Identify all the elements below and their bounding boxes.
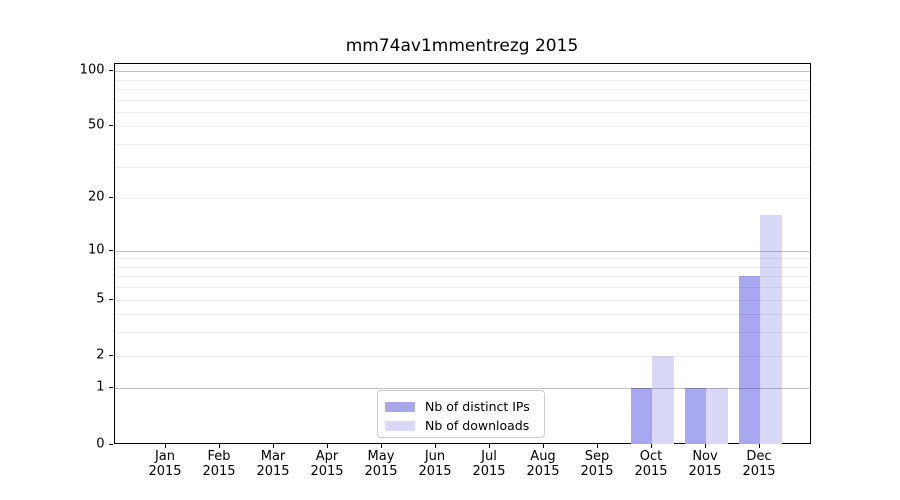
- legend-label-distinct-ips: Nb of distinct IPs: [425, 399, 530, 414]
- x-tick-label: Jul 2015: [472, 449, 506, 479]
- x-tick-mark: [273, 443, 274, 448]
- plot-area: [113, 62, 811, 445]
- gridline-minor: [114, 88, 810, 90]
- gridline-minor: [114, 266, 810, 268]
- gridline-minor: [114, 258, 810, 260]
- legend-label-downloads: Nb of downloads: [425, 418, 530, 433]
- y-tick-mark: [109, 125, 113, 127]
- x-tick-mark: [705, 443, 706, 448]
- y-tick-label: 5: [96, 291, 105, 307]
- bar-distinct-ips: [630, 388, 652, 445]
- gridline-minor: [114, 314, 810, 316]
- legend-row-distinct-ips: Nb of distinct IPs: [385, 397, 536, 416]
- legend-swatch-distinct-ips: [385, 401, 415, 412]
- gridline-minor: [114, 166, 810, 168]
- gridline-minor: [114, 111, 810, 113]
- gridline-major: [114, 250, 810, 252]
- y-tick-label: 1: [96, 379, 105, 395]
- x-tick-label: Oct 2015: [634, 449, 668, 479]
- legend: Nb of distinct IPs Nb of downloads: [377, 390, 545, 438]
- x-tick-label: Feb 2015: [202, 449, 236, 479]
- chart-title: mm74av1mmentrezg 2015: [345, 36, 579, 56]
- x-tick-mark: [543, 443, 544, 448]
- y-tick-mark: [109, 298, 113, 300]
- bar-downloads: [706, 388, 728, 445]
- gridline-minor: [114, 332, 810, 334]
- gridline-minor: [114, 276, 810, 278]
- gridline-major: [114, 71, 810, 73]
- gridline-minor: [114, 355, 810, 357]
- gridline-minor: [114, 198, 810, 200]
- x-tick-mark: [489, 443, 490, 448]
- x-tick-label: Sep 2015: [580, 449, 614, 479]
- gridline-minor: [114, 144, 810, 146]
- x-tick-mark: [435, 443, 436, 448]
- x-tick-mark: [381, 443, 382, 448]
- y-tick-label: 100: [79, 62, 105, 78]
- x-tick-mark: [165, 443, 166, 448]
- legend-swatch-downloads: [385, 420, 415, 431]
- x-tick-mark: [597, 443, 598, 448]
- gridline-major: [114, 388, 810, 390]
- bar-distinct-ips: [684, 388, 706, 445]
- x-tick-mark: [327, 443, 328, 448]
- gridline-minor: [114, 99, 810, 101]
- gridline-minor: [114, 287, 810, 289]
- bar-downloads: [652, 355, 674, 445]
- x-tick-label: Jun 2015: [418, 449, 452, 479]
- y-tick-label: 0: [96, 436, 105, 451]
- y-tick-label: 2: [96, 347, 105, 363]
- gridline-minor: [114, 126, 810, 128]
- bar-downloads: [760, 215, 782, 445]
- y-tick-mark: [109, 197, 113, 199]
- y-tick-mark: [109, 249, 113, 251]
- y-tick-mark: [109, 443, 113, 445]
- x-tick-label: Nov 2015: [688, 449, 722, 479]
- y-tick-label: 20: [87, 189, 105, 205]
- x-tick-mark: [759, 443, 760, 448]
- x-tick-label: Jan 2015: [148, 449, 182, 479]
- y-tick-mark: [109, 354, 113, 356]
- x-tick-label: Apr 2015: [310, 449, 344, 479]
- legend-row-downloads: Nb of downloads: [385, 416, 536, 435]
- y-tick-label: 50: [87, 117, 105, 133]
- x-tick-label: Mar 2015: [256, 449, 290, 479]
- y-tick-label: 10: [87, 242, 105, 257]
- bar-distinct-ips: [738, 276, 760, 445]
- x-tick-label: Dec 2015: [742, 449, 776, 479]
- x-tick-mark: [651, 443, 652, 448]
- y-tick-mark: [109, 70, 113, 72]
- y-tick-mark: [109, 387, 113, 389]
- x-tick-label: Aug 2015: [526, 449, 560, 479]
- x-tick-mark: [219, 443, 220, 448]
- x-tick-label: May 2015: [364, 449, 398, 479]
- gridline-minor: [114, 299, 810, 301]
- gridline-minor: [114, 79, 810, 81]
